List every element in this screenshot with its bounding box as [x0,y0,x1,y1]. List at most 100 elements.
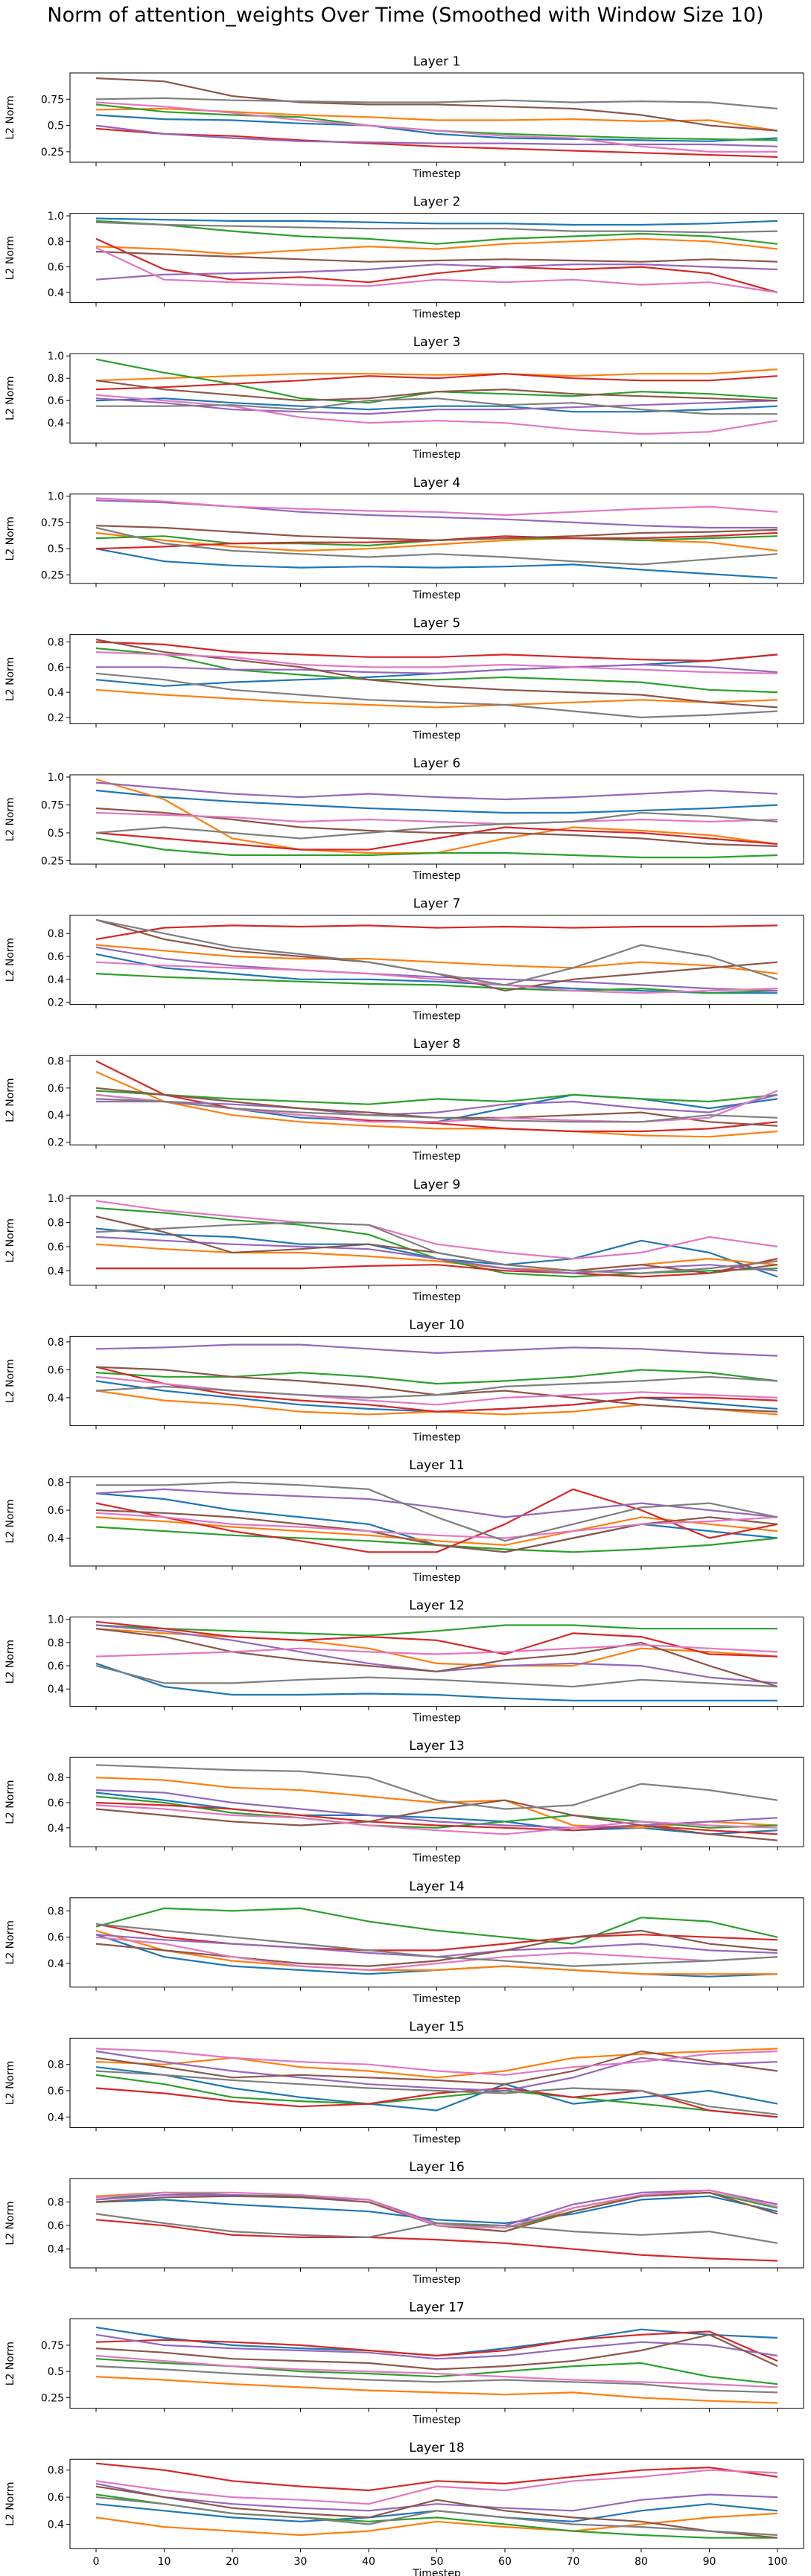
series-line-2 [95,237,778,255]
series-line-6 [95,1799,778,1841]
series-line-3 [95,1907,778,1945]
series-line-2 [95,2376,778,2404]
subplot-layer-8: Layer 8 0.2 0.4 0.6 0.8 Timestep L2 Norm [4,1037,804,1163]
x-tick-label: 30 [294,2556,308,2568]
y-tick-label: 0.4 [48,2112,64,2123]
y-tick-label: 0.8 [48,2465,64,2477]
x-tick-label: 10 [158,2556,171,2568]
subplot-layer-16: Layer 16 0.4 0.6 0.8 Timestep L2 Norm [4,2160,804,2286]
y-tick-label: 0.6 [48,1932,64,1944]
x-axis-label: Timestep [412,1713,461,1725]
y-tick-label: 0.5 [48,121,64,132]
series-line-3 [95,837,778,859]
series-line-2 [95,1777,778,1829]
subplot-title: Layer 17 [409,2301,464,2315]
subplot-layer-10: Layer 10 0.4 0.6 0.8 Timestep L2 Norm [4,1317,804,1443]
series-line-3 [95,1526,778,1553]
y-axis-label: L2 Norm [4,938,16,982]
x-axis-label: Timestep [412,309,461,321]
y-tick-label: 0.25 [41,147,64,159]
series-line-1 [95,2503,778,2522]
subplot-title: Layer 12 [409,1599,464,1614]
series-line-3 [95,647,778,694]
series-line-5 [95,2050,778,2092]
series-line-8 [95,2070,778,2115]
y-tick-label: 0.6 [48,1364,64,1376]
y-tick-label: 1.0 [48,1614,64,1626]
series-line-7 [95,497,778,517]
y-axis-label: L2 Norm [4,1218,16,1262]
subplot-title: Layer 10 [409,1317,464,1332]
series-line-1 [95,1662,777,1701]
series-line-7 [95,1200,778,1260]
series-line-8 [95,672,778,719]
y-tick-label: 0.6 [48,662,64,674]
subplot-title: Layer 7 [413,897,461,912]
series-line-2 [95,1243,778,1272]
series-line-4 [95,2087,778,2118]
series-line-8 [95,918,778,986]
y-axis-label: L2 Norm [4,1359,16,1403]
series-line-6 [95,639,778,709]
y-tick-label: 0.25 [41,570,64,582]
series-line-1 [95,2195,778,2225]
series-line-8 [96,1481,778,1542]
y-tick-label: 0.6 [48,1083,64,1095]
series-line-5 [95,263,778,281]
series-line-3 [95,1624,777,1637]
y-tick-label: 0.5 [48,543,64,555]
y-tick-label: 0.4 [48,1393,64,1404]
series-line-3 [95,1369,778,1385]
subplot-layer-1: Layer 1 0.25 0.5 0.75 Timestep L2 Norm [4,54,804,180]
subplot-title: Layer 16 [409,2160,464,2175]
y-axis-label: L2 Norm [4,236,16,280]
y-axis-label: L2 Norm [4,797,16,841]
y-tick-label: 1.0 [48,211,64,223]
y-tick-label: 0.4 [48,2244,64,2256]
series-line-2 [95,368,778,382]
series-line-5 [95,946,778,992]
series-line-7 [95,2469,778,2505]
series-line-8 [95,811,778,840]
series-line-4 [95,2462,778,2492]
x-axis-label: Timestep [412,2133,461,2145]
y-axis-label: L2 Norm [4,1499,16,1543]
y-tick-label: 0.6 [48,1505,64,1517]
x-axis-label: Timestep [412,870,461,882]
y-axis-label: L2 Norm [4,2061,16,2105]
y-tick-label: 0.8 [48,1772,64,1784]
y-tick-label: 0.8 [48,928,64,940]
subplot-title: Layer 6 [413,756,461,771]
series-line-6 [95,250,778,263]
subplot-layer-11: Layer 11 0.4 0.6 0.8 Timestep L2 Norm [4,1458,804,1584]
series-line-2 [95,1070,778,1138]
subplot-title: Layer 14 [409,1879,464,1894]
series-line-8 [95,1923,778,1967]
y-tick-label: 0.6 [48,395,64,407]
series-line-7 [95,1375,778,1406]
x-axis-label: Timestep [412,1011,461,1023]
subplot-layer-7: Layer 7 0.2 0.4 0.6 0.8 Timestep L2 Norm [4,897,804,1023]
y-tick-label: 1.0 [48,1193,64,1205]
series-line-7 [95,2048,778,2076]
series-line-8 [95,2213,778,2244]
y-axis-label: L2 Norm [4,95,16,139]
x-axis-label: Timestep [412,1431,461,1443]
y-tick-label: 0.8 [48,1217,64,1229]
subplot-title: Layer 4 [413,476,461,490]
series-line-8 [95,97,778,110]
subplot-layer-18: Layer 18 0.4 0.6 0.8 0 10 20 30 40 50 60 70 80 90 100 T… [4,2441,804,2576]
series-line-2 [95,2512,778,2537]
x-axis-label: Timestep [412,168,461,180]
y-tick-label: 0.6 [48,2492,64,2504]
series-line-8 [95,1098,778,1123]
series-line-8 [95,2365,778,2394]
y-tick-label: 0.2 [48,997,64,1009]
x-axis-label: Timestep [412,589,461,601]
y-tick-label: 0.25 [41,856,64,868]
series-line-7 [95,1512,778,1539]
series-line-4 [95,2219,778,2262]
series-line-8 [95,2496,778,2537]
series-line-8 [95,1665,778,1688]
